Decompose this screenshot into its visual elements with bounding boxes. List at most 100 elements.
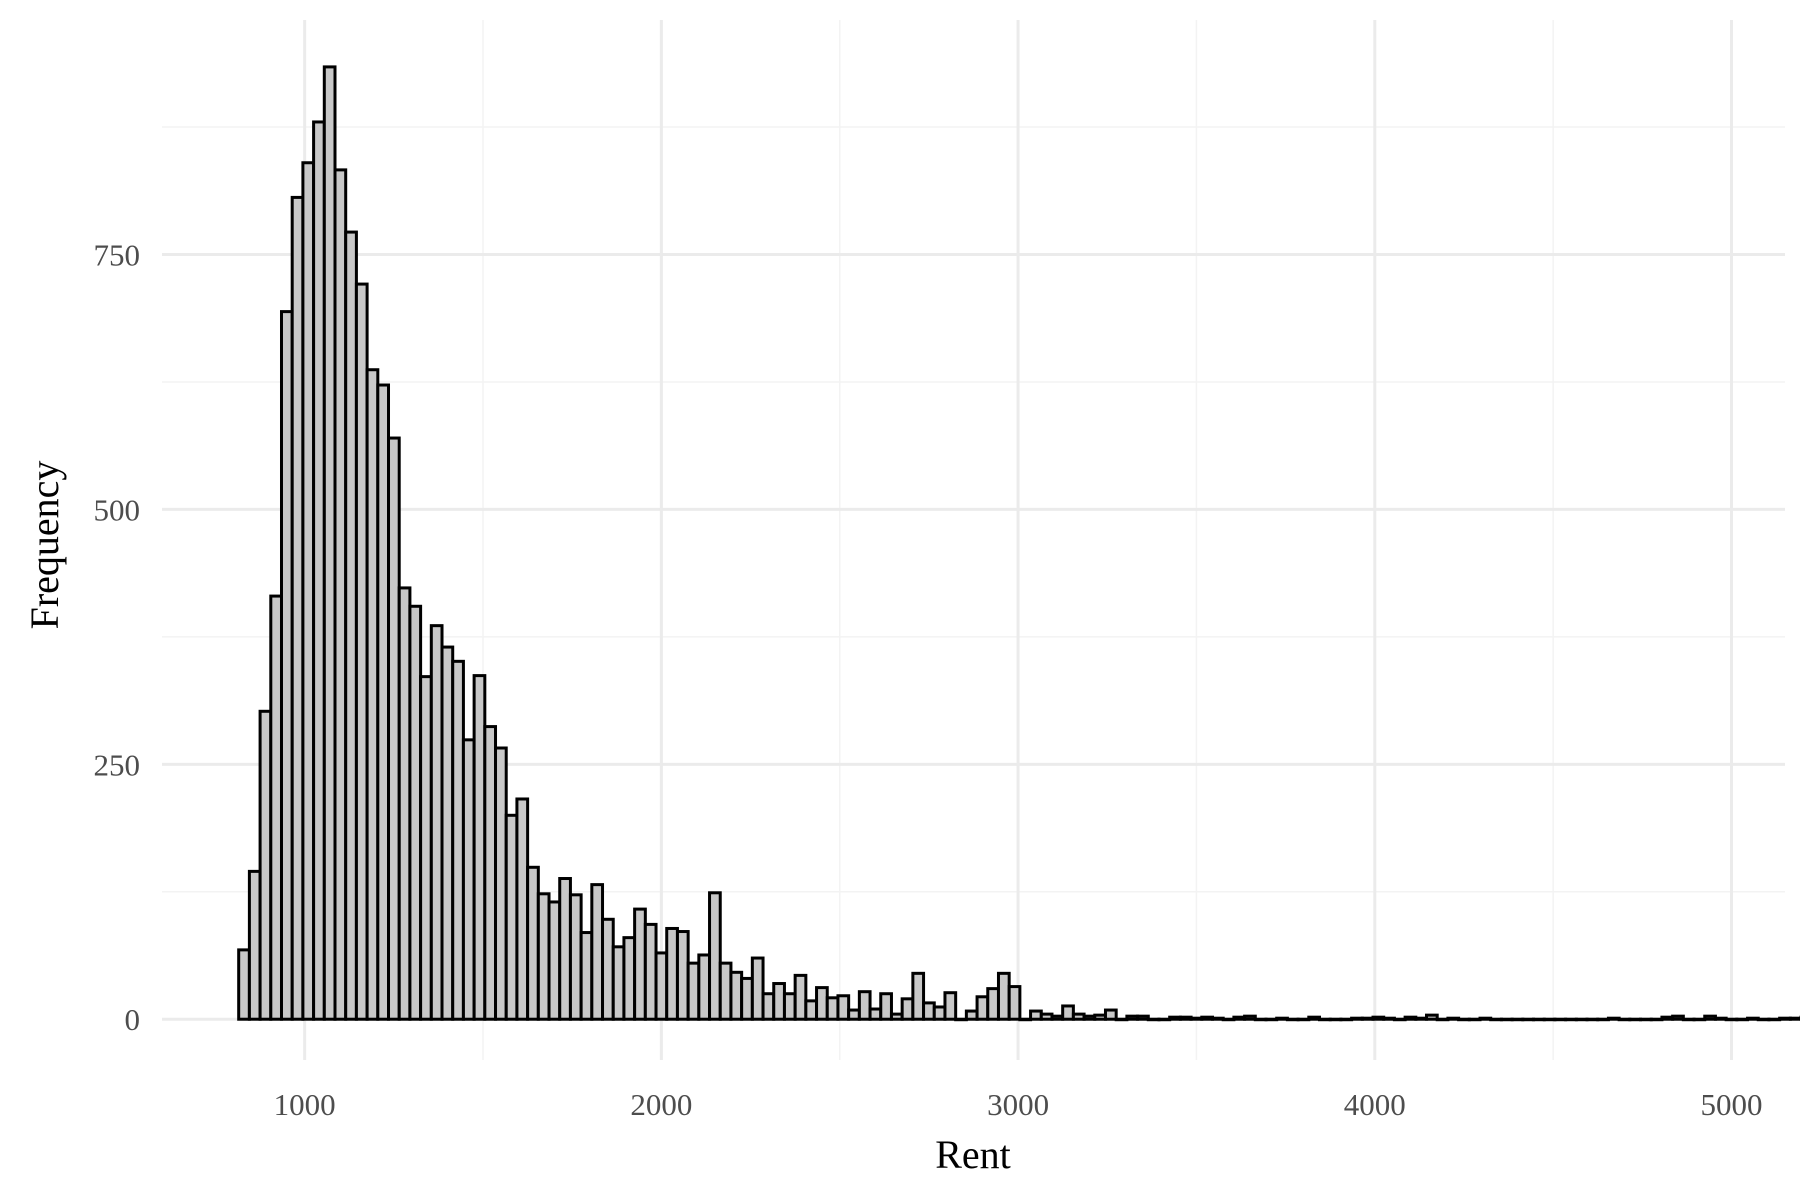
histogram-bar [1521, 1017, 1536, 1022]
histogram-bar [1392, 1017, 1407, 1022]
histogram-bar [1082, 1014, 1097, 1021]
x-tick-label: 2000 [630, 1087, 692, 1122]
histogram-bar [1093, 1013, 1107, 1021]
histogram-bar [365, 368, 380, 1021]
histogram-bar [793, 973, 808, 1021]
histogram-bars [237, 65, 1800, 1022]
histogram-bar [922, 1001, 936, 1021]
histogram-bar [857, 990, 872, 1021]
histogram-bar [847, 1008, 861, 1021]
histogram-bar [247, 869, 262, 1021]
histogram-bar [986, 987, 1000, 1021]
histogram-bar [1778, 1016, 1792, 1021]
histogram-bar [461, 738, 476, 1021]
histogram-bar [1499, 1017, 1514, 1022]
histogram-bar [1660, 1015, 1675, 1021]
y-tick-label: 500 [94, 492, 141, 527]
histogram-bar [954, 1017, 968, 1022]
histogram-bar [429, 624, 444, 1021]
histogram-bar [1264, 1017, 1279, 1022]
histogram-bar [1221, 1017, 1236, 1022]
histogram-bar [1339, 1017, 1354, 1022]
histogram-bar [1039, 1012, 1054, 1021]
x-tick-label: 3000 [987, 1087, 1049, 1122]
histogram-bar [665, 926, 679, 1021]
histogram-bar [601, 917, 615, 1021]
histogram-bar [964, 1009, 979, 1021]
histogram-bar [1360, 1016, 1375, 1021]
histogram-bar [440, 645, 455, 1021]
histogram-bar [1606, 1016, 1621, 1021]
histogram-bar [1253, 1017, 1268, 1022]
histogram-bar [772, 982, 786, 1021]
histogram-bar [1371, 1015, 1386, 1021]
histogram-bar [451, 659, 465, 1021]
histogram-bar [1532, 1017, 1546, 1022]
histogram-bar [1649, 1017, 1664, 1022]
histogram-bar [1157, 1017, 1172, 1022]
histogram-bar [1050, 1014, 1065, 1021]
histogram-bar [975, 995, 990, 1021]
histogram-bar [825, 996, 840, 1021]
histogram-bar [1553, 1017, 1568, 1022]
histogram-bar [1510, 1017, 1525, 1022]
histogram-bar [1146, 1017, 1161, 1022]
histogram-bar [1746, 1016, 1760, 1021]
histogram-bar [611, 945, 626, 1021]
histogram-bar [376, 383, 391, 1021]
y-tick-label: 250 [94, 747, 141, 782]
histogram-bar [515, 797, 530, 1021]
histogram-bar [269, 594, 283, 1021]
histogram-bar [344, 230, 358, 1021]
histogram-bar [1617, 1017, 1632, 1022]
histogram-bar [419, 675, 433, 1021]
histogram-bar [1767, 1017, 1782, 1022]
histogram-bar [1114, 1017, 1129, 1022]
histogram-bar [258, 709, 273, 1021]
histogram-bar [815, 986, 829, 1021]
histogram-bar [1467, 1017, 1482, 1022]
histogram-bar [900, 997, 915, 1021]
histogram-bar [536, 892, 551, 1021]
x-axis-tick-labels: 1000 2000 3000 4000 5000 [274, 1087, 1763, 1122]
histogram-bar [761, 992, 776, 1021]
histogram-bar [1103, 1008, 1118, 1021]
histogram-bar [322, 65, 337, 1021]
histogram-bar [804, 999, 819, 1021]
histogram-bar [1414, 1016, 1429, 1021]
histogram-bar [1703, 1014, 1717, 1021]
histogram-bar [1307, 1015, 1322, 1021]
histogram-bar [1478, 1016, 1493, 1021]
histogram-bar [836, 994, 851, 1021]
histogram-bar [387, 436, 401, 1021]
histogram-bar [643, 922, 658, 1021]
histogram-bar [1435, 1017, 1450, 1022]
histogram-bar [1446, 1016, 1461, 1021]
histogram-bar [590, 883, 605, 1021]
histogram-bar [1018, 1017, 1033, 1022]
histogram-bar [1457, 1017, 1471, 1022]
histogram-bar [718, 961, 733, 1021]
histogram-bar [1403, 1015, 1418, 1021]
histogram-bar [1574, 1017, 1589, 1022]
histogram-bar [996, 971, 1011, 1021]
y-tick-label: 750 [94, 238, 141, 273]
histogram-bar [750, 956, 765, 1021]
histogram-bar [633, 907, 647, 1021]
histogram-bar [279, 310, 294, 1021]
histogram-bar [1061, 1004, 1075, 1021]
histogram-bar [494, 746, 508, 1021]
histogram-bar [472, 674, 487, 1021]
histogram-bar [1071, 1012, 1086, 1021]
histogram-bar [686, 961, 701, 1021]
x-axis-title: Rent [935, 1132, 1011, 1177]
histogram-bar [579, 931, 594, 1021]
histogram-bar [1136, 1014, 1150, 1021]
histogram-bar [1125, 1014, 1140, 1021]
histogram-bar [1210, 1016, 1225, 1021]
histogram-bar [1596, 1017, 1610, 1022]
x-tick-label: 1000 [274, 1087, 336, 1122]
histogram-bar [1029, 1009, 1043, 1021]
histogram-bar [1425, 1013, 1439, 1021]
histogram-bar [568, 893, 583, 1021]
